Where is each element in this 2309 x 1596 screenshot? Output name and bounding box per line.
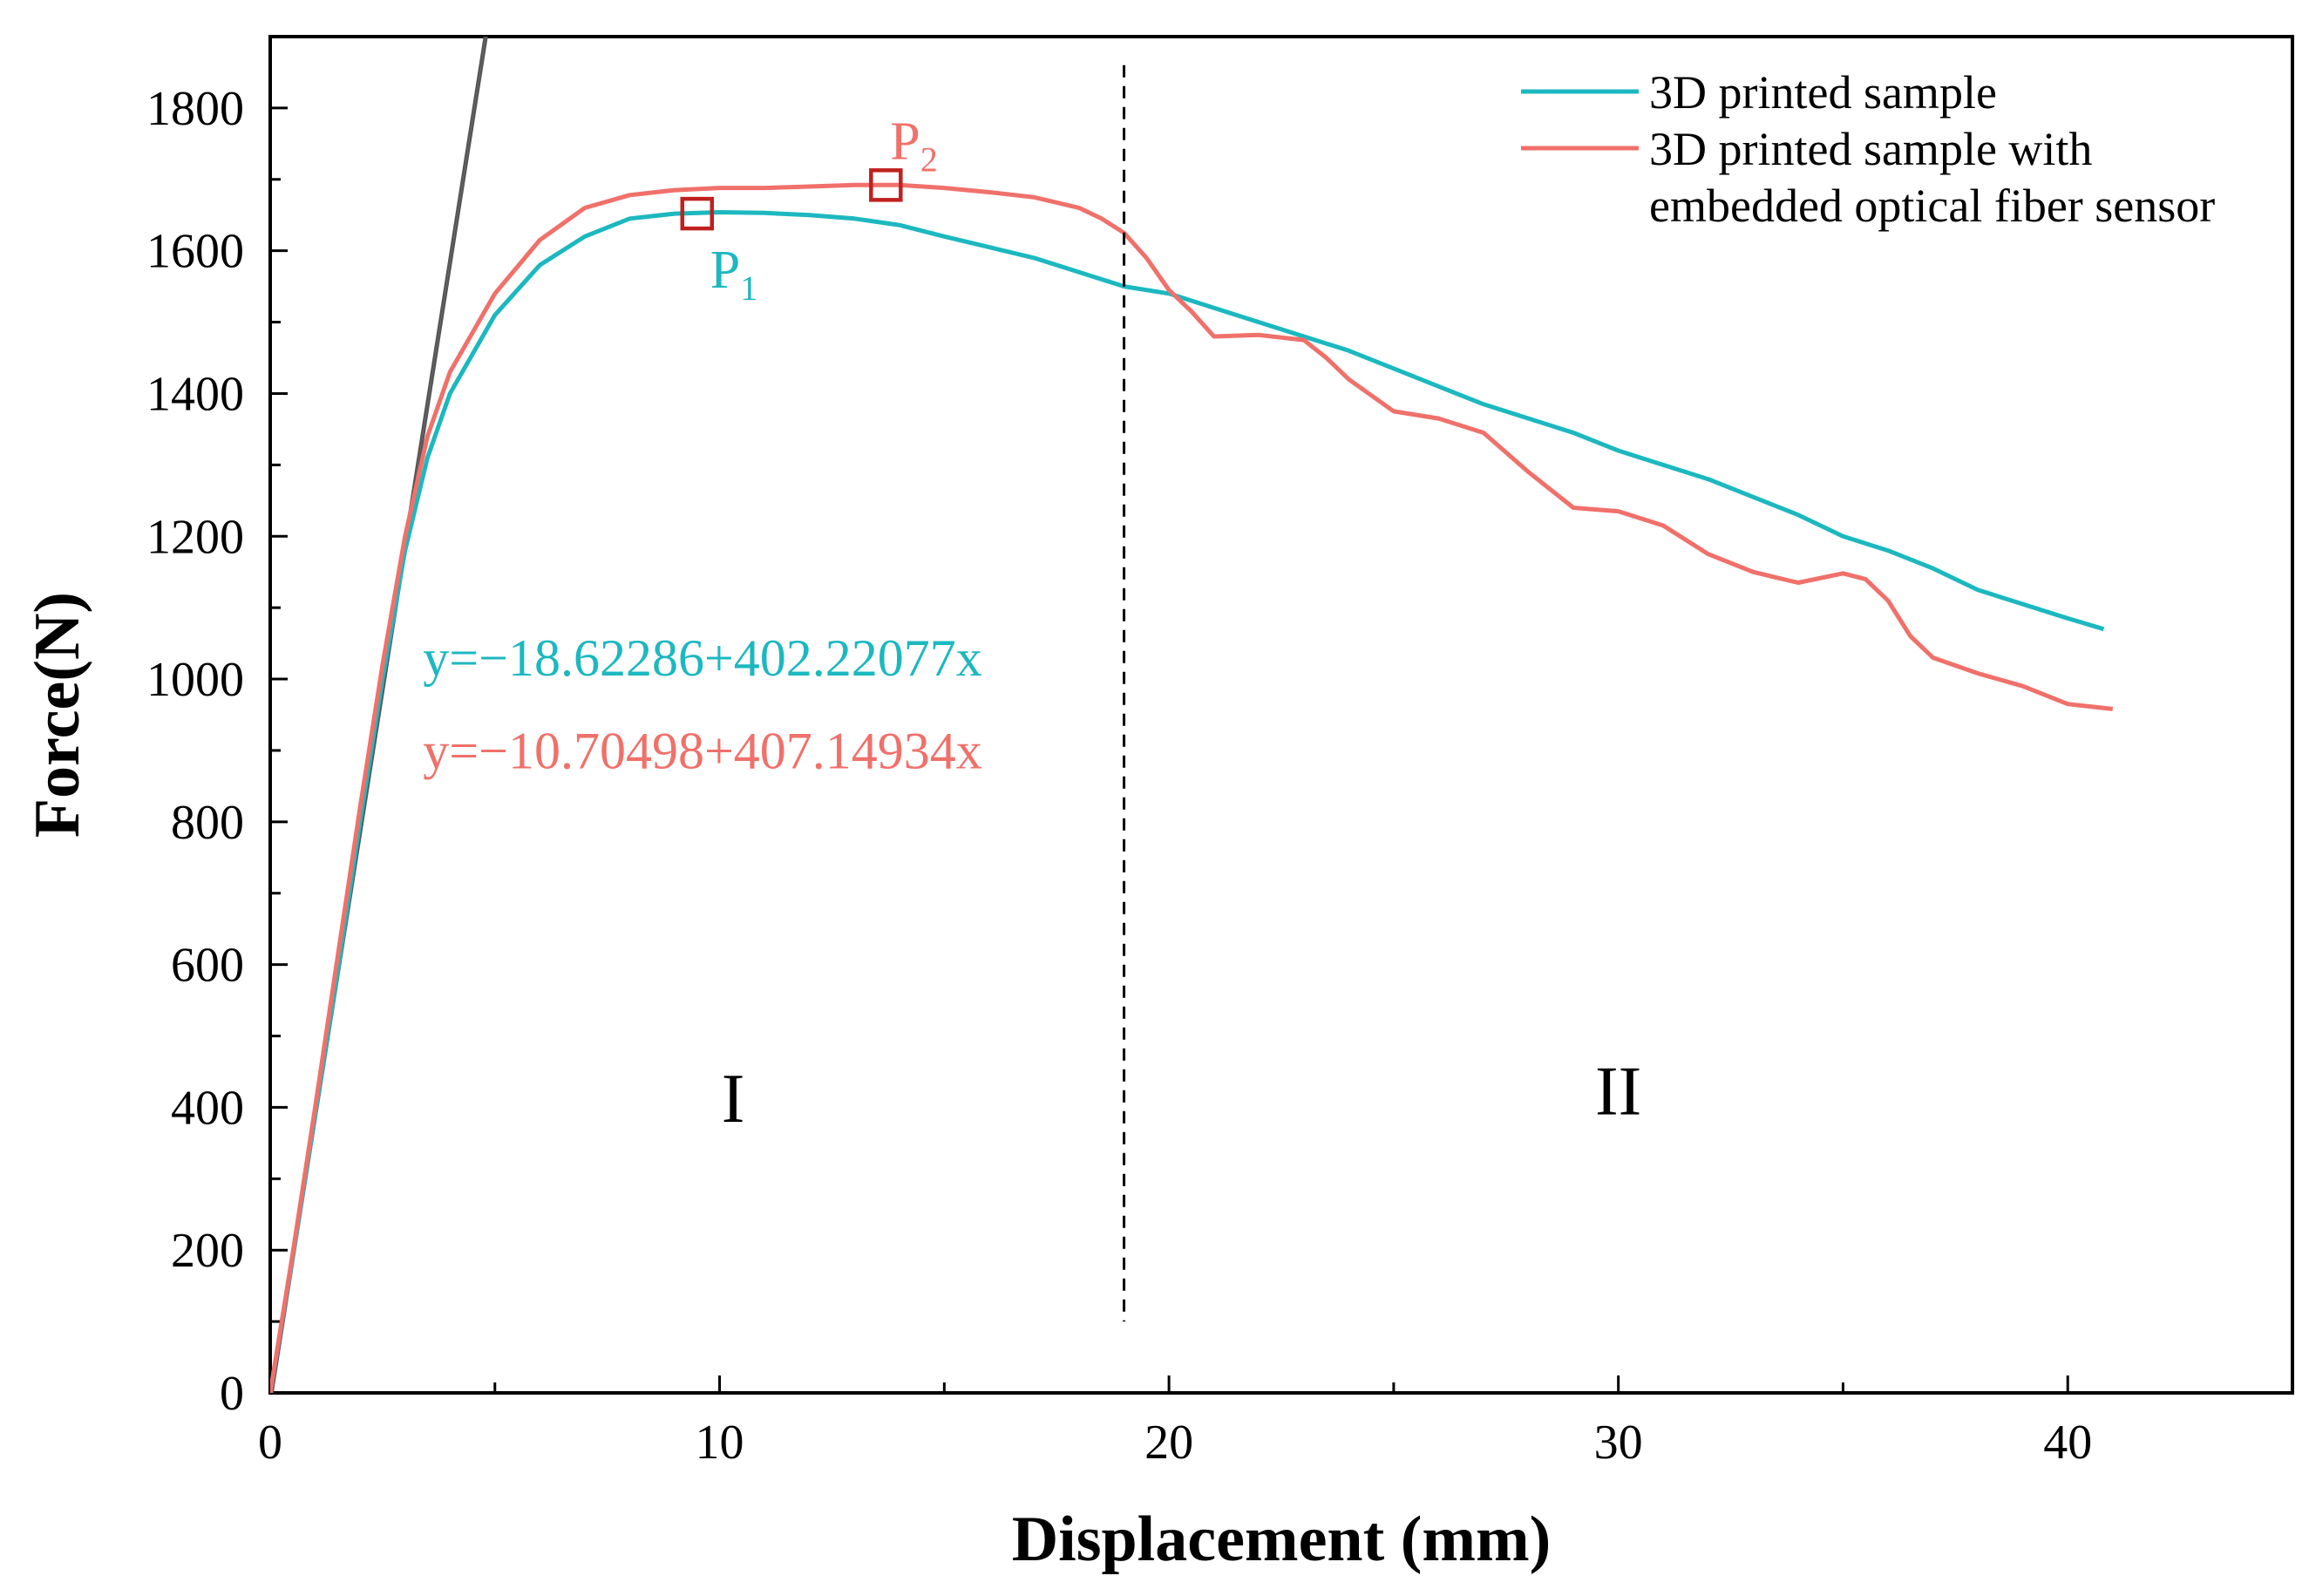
legend: 3D printed sample 3D printed sample with…: [1521, 66, 2215, 232]
x-axis-title: Displacement (mm): [1012, 1504, 1552, 1575]
equation-2: y=−10.70498+407.14934x: [423, 722, 982, 779]
y-tick-label-1000: 1000: [146, 653, 244, 707]
y-tick-label-400: 400: [171, 1081, 244, 1135]
x-tick-label-30: 30: [1594, 1416, 1643, 1470]
region-labels: I II: [722, 1054, 1642, 1138]
legend-label-1: 3D printed sample: [1649, 66, 1997, 119]
y-tick-label-1200: 1200: [146, 510, 244, 564]
x-tick-label-0: 0: [258, 1416, 282, 1470]
marker-box-P2: [869, 168, 903, 202]
fit-equations: y=−18.62286+402.22077x y=−10.70498+407.14…: [423, 629, 982, 779]
y-tick-label-800: 800: [171, 796, 244, 850]
y-tick-label-0: 0: [220, 1367, 244, 1421]
series-line-1: [270, 210, 2105, 1393]
y-tick-label-200: 200: [171, 1224, 244, 1278]
marker-box-P1: [680, 196, 715, 231]
marker-label-P1: P1: [710, 241, 757, 308]
equation-1: y=−18.62286+402.22077x: [423, 629, 982, 687]
region-label-1: I: [722, 1061, 745, 1138]
axis-ticks: [268, 106, 2069, 1395]
series-line-2: [270, 182, 2114, 1393]
plot-frame: [268, 35, 2294, 1395]
axis-tick-labels: 0 10 20 30 400200400600800100012001400160018…: [146, 82, 2092, 1470]
data-series: [270, 182, 2114, 1393]
y-tick-label-1600: 1600: [146, 225, 244, 279]
x-tick-label-20: 20: [1144, 1416, 1193, 1470]
x-tick-label-10: 10: [696, 1416, 744, 1470]
legend-label-2: 3D printed sample with embedded optical f…: [1649, 123, 2215, 232]
y-tick-label-600: 600: [171, 939, 244, 993]
x-tick-label-40: 40: [2043, 1416, 2092, 1470]
y-tick-label-1800: 1800: [146, 82, 244, 136]
peak-markers: P1 P2: [680, 112, 938, 308]
y-axis-title: Force(N): [22, 592, 93, 838]
region-label-2: II: [1595, 1054, 1641, 1131]
marker-label-P2: P2: [890, 112, 937, 179]
y-tick-label-1400: 1400: [146, 367, 244, 421]
